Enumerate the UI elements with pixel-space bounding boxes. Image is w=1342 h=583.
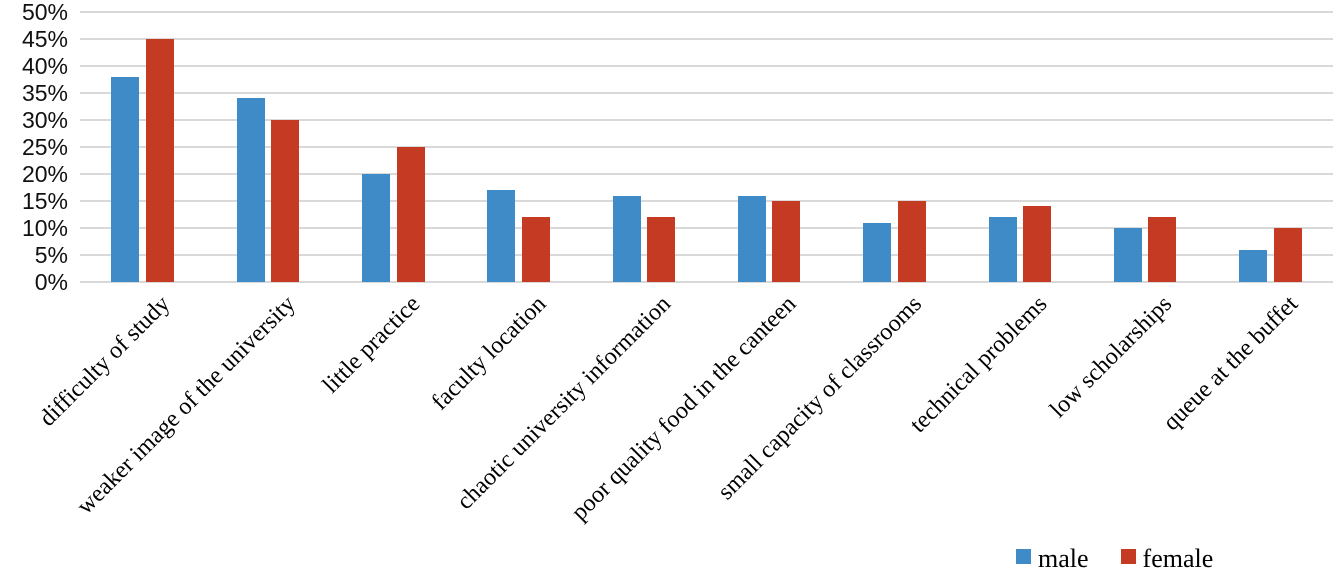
- gridline-5%: [80, 254, 1333, 256]
- gridline-0%: [80, 281, 1333, 283]
- y-tick-label-5%: 5%: [34, 242, 68, 268]
- bar-male-3: [362, 174, 390, 282]
- y-tick-label-50%: 50%: [21, 0, 68, 25]
- bar-male-7: [863, 222, 892, 282]
- bar-male-9: [1113, 228, 1142, 282]
- gridline-10%: [80, 227, 1333, 229]
- bar-female-5: [647, 217, 676, 282]
- legend-item-female: female: [1120, 544, 1214, 573]
- bar-female-7: [897, 201, 926, 282]
- bar-male-1: [111, 76, 140, 282]
- legend-item-male: male: [1016, 546, 1089, 572]
- y-tick-label-25%: 25%: [21, 134, 68, 160]
- legend-label-female: female: [1142, 544, 1214, 573]
- bar-female-1: [145, 39, 174, 282]
- bar-male-10: [1239, 249, 1268, 282]
- y-tick-label-15%: 15%: [21, 188, 68, 214]
- y-tick-label-0%: 0%: [34, 269, 68, 295]
- bar-male-6: [737, 195, 766, 282]
- female-series-swatch: [1120, 548, 1136, 564]
- gridline-25%: [80, 146, 1333, 148]
- bar-female-2: [271, 120, 300, 282]
- y-tick-label-35%: 35%: [21, 80, 68, 106]
- bar-male-4: [487, 190, 516, 282]
- bar-female-9: [1148, 217, 1177, 282]
- bar-female-3: [396, 147, 425, 282]
- bar-female-10: [1273, 228, 1302, 282]
- gridline-15%: [80, 200, 1333, 202]
- y-tick-label-40%: 40%: [21, 53, 68, 79]
- bar-male-5: [612, 195, 641, 282]
- bar-female-6: [772, 201, 801, 282]
- y-tick-label-10%: 10%: [21, 215, 68, 241]
- gridline-35%: [80, 92, 1333, 94]
- bar-male-8: [988, 217, 1017, 282]
- bar-female-8: [1023, 206, 1051, 282]
- y-tick-label-30%: 30%: [21, 107, 68, 133]
- y-tick-label-20%: 20%: [21, 161, 68, 187]
- bar-female-4: [521, 217, 550, 282]
- y-tick-label-45%: 45%: [21, 26, 68, 52]
- bar-male-2: [236, 98, 265, 282]
- gridline-30%: [80, 119, 1333, 121]
- male-series-swatch: [1016, 548, 1031, 564]
- gridline-20%: [80, 173, 1333, 175]
- legend: male female: [1016, 546, 1213, 572]
- gridline-40%: [80, 65, 1333, 67]
- gridline-45%: [80, 38, 1333, 40]
- gridline-50%: [80, 11, 1333, 13]
- legend-label-male: male: [1038, 544, 1089, 573]
